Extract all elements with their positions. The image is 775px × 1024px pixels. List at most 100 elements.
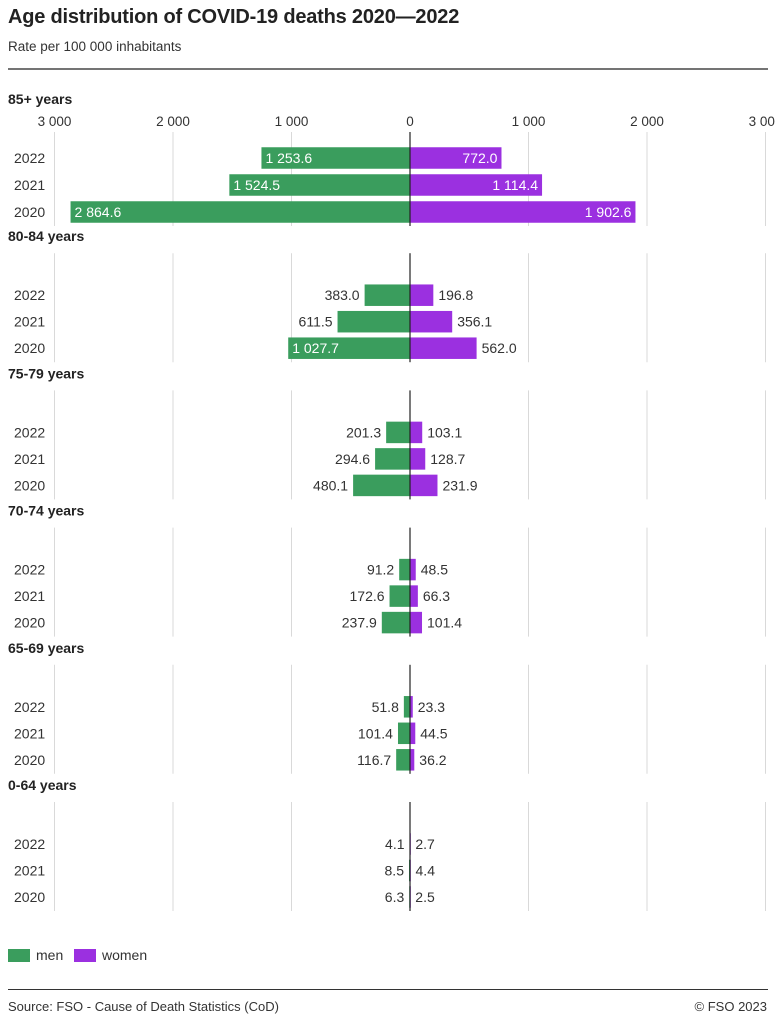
copyright-note: © FSO 2023 <box>694 999 767 1014</box>
year-label: 2020 <box>14 340 45 356</box>
data-label-men: 201.3 <box>346 424 381 440</box>
bar-women <box>410 722 416 745</box>
data-label-women: 23.3 <box>418 699 445 715</box>
bar-men <box>397 722 410 745</box>
age-group-label: 0-64 years <box>8 777 77 793</box>
data-label-men: 480.1 <box>313 477 348 493</box>
data-label-women: 1 902.6 <box>585 204 632 220</box>
year-label: 2020 <box>14 477 45 493</box>
year-label: 2020 <box>14 752 45 768</box>
bar-women <box>410 174 543 196</box>
age-group-label: 85+ years <box>8 91 72 107</box>
data-label-women: 2.5 <box>415 889 435 905</box>
bar-women <box>410 284 434 306</box>
age-group-label: 65-69 years <box>8 640 85 656</box>
data-label-women: 1 114.4 <box>492 177 538 193</box>
bar-men <box>396 749 410 771</box>
age-group-label: 70-74 years <box>8 503 85 519</box>
age-group-label: 75-79 years <box>8 365 85 381</box>
data-label-women: 44.5 <box>420 725 447 741</box>
legend-label-men: men <box>36 947 64 963</box>
data-label-men: 8.5 <box>385 863 405 879</box>
bar-men <box>403 696 410 718</box>
data-label-women: 4.4 <box>416 863 436 879</box>
data-label-men: 101.4 <box>358 725 393 741</box>
data-label-men: 1 027.7 <box>292 340 339 356</box>
data-label-women: 36.2 <box>419 752 446 768</box>
legend-swatch-women <box>74 948 96 962</box>
bar-women <box>410 448 426 470</box>
data-label-men: 6.3 <box>385 889 405 905</box>
data-label-men: 172.6 <box>350 588 385 604</box>
year-label: 2022 <box>14 424 45 440</box>
bar-men <box>389 585 410 607</box>
data-label-men: 2 864.6 <box>75 204 122 220</box>
bar-men <box>70 201 411 223</box>
x-tick-label: 2 000 <box>630 114 664 129</box>
bar-women <box>410 147 502 169</box>
data-label-women: 772.0 <box>462 150 497 166</box>
age-group-label: 80-84 years <box>8 228 85 244</box>
x-tick-label: 1 000 <box>275 114 309 129</box>
year-label: 2022 <box>14 562 45 578</box>
bar-men <box>288 337 410 359</box>
bar-men <box>399 558 410 581</box>
bar-men <box>261 147 410 169</box>
chart-title: Age distribution of COVID-19 deaths 2020… <box>8 6 460 28</box>
data-label-men: 611.5 <box>299 314 333 330</box>
data-label-men: 294.6 <box>335 451 370 467</box>
year-label: 2020 <box>14 615 45 631</box>
data-label-women: 128.7 <box>430 451 465 467</box>
year-label: 2021 <box>14 725 45 741</box>
bar-men <box>364 284 410 306</box>
bar-women <box>410 696 413 718</box>
year-label: 2021 <box>14 314 45 330</box>
x-tick-label: 0 <box>406 114 414 129</box>
bar-men <box>353 474 410 497</box>
bar-women <box>410 421 423 444</box>
year-label: 2022 <box>14 287 45 303</box>
bar-women <box>410 558 416 581</box>
year-label: 2020 <box>14 204 45 220</box>
year-label: 2022 <box>14 699 45 715</box>
data-label-men: 116.7 <box>357 752 391 768</box>
bar-women <box>410 611 423 634</box>
x-tick-label: 1 000 <box>512 114 546 129</box>
data-label-women: 101.4 <box>427 615 462 631</box>
data-label-men: 51.8 <box>372 699 399 715</box>
bar-women <box>410 474 438 497</box>
bar-men <box>375 448 410 470</box>
year-label: 2021 <box>14 177 45 193</box>
bar-men <box>337 310 410 333</box>
data-label-women: 66.3 <box>423 588 450 604</box>
data-label-men: 383.0 <box>325 287 360 303</box>
bar-men <box>229 174 410 196</box>
bar-women <box>410 749 415 771</box>
data-label-men: 1 524.5 <box>233 177 280 193</box>
data-label-women: 48.5 <box>421 562 448 578</box>
data-label-women: 562.0 <box>482 340 517 356</box>
data-label-men: 237.9 <box>342 615 377 631</box>
data-label-women: 356.1 <box>457 314 492 330</box>
year-label: 2020 <box>14 889 45 905</box>
data-label-men: 4.1 <box>385 836 405 852</box>
x-tick-label: 2 000 <box>156 114 190 129</box>
x-tick-label: 3 000 <box>749 114 775 129</box>
year-label: 2021 <box>14 451 45 467</box>
year-label: 2021 <box>14 863 45 879</box>
legend-swatch-men <box>8 948 30 962</box>
data-label-women: 231.9 <box>442 477 477 493</box>
year-label: 2022 <box>14 836 45 852</box>
data-label-women: 103.1 <box>427 424 462 440</box>
data-label-women: 196.8 <box>438 287 473 303</box>
legend-item-men: men <box>8 946 63 964</box>
footer-divider <box>8 989 768 990</box>
bar-women <box>410 585 418 607</box>
bar-women <box>410 310 453 333</box>
data-label-men: 91.2 <box>367 562 394 578</box>
legend-item-women: women <box>74 946 147 964</box>
bar-men <box>381 611 410 634</box>
bar-women <box>410 201 636 223</box>
source-note: Source: FSO - Cause of Death Statistics … <box>8 999 279 1014</box>
